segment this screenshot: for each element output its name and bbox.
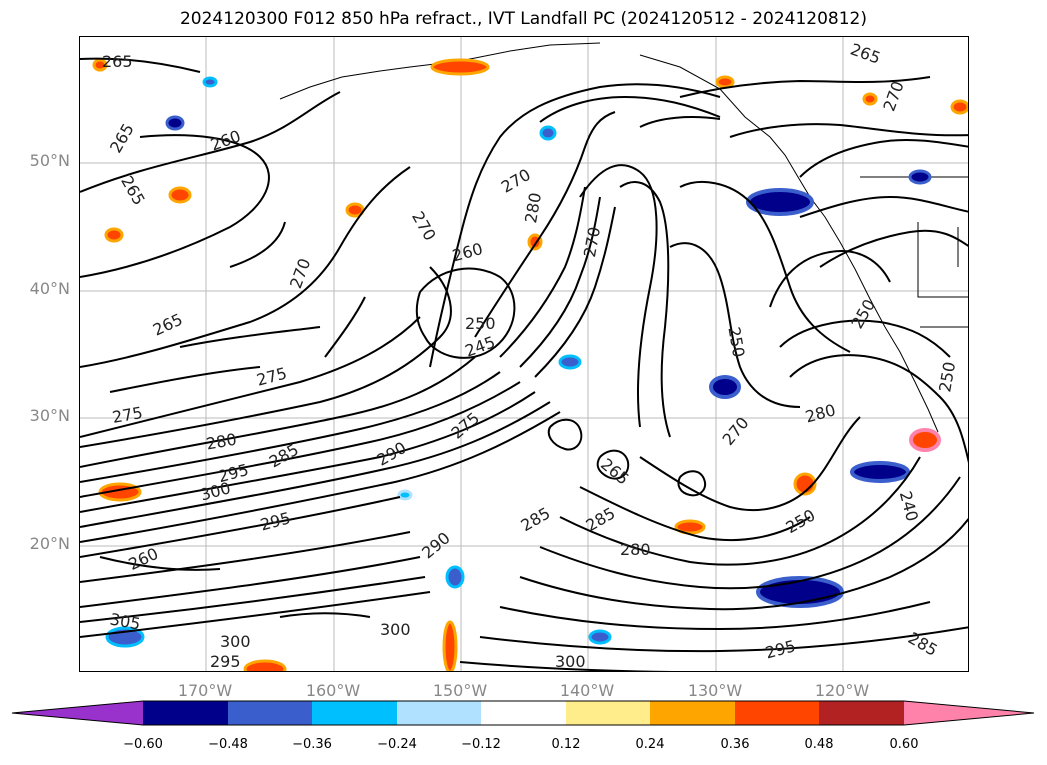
contour-label: 300 — [380, 620, 411, 639]
contour-label: 300 — [220, 632, 251, 651]
contour-label: 295 — [763, 636, 797, 662]
contour-label: 275 — [447, 408, 483, 442]
refractivity-shading — [92, 58, 968, 671]
colorbar-segment — [650, 701, 735, 725]
map-title: 2024120300 F012 850 hPa refract., IVT La… — [179, 9, 867, 29]
colorbar-tick-label: 0.36 — [720, 737, 750, 752]
colorbar-tick-label: 0.60 — [889, 737, 919, 752]
colorbar-segment — [481, 701, 566, 725]
colorbar-tick-label: 0.24 — [635, 737, 665, 752]
lon-label-140w: 140°W — [559, 681, 615, 700]
lon-label-160w: 160°W — [305, 681, 361, 700]
contour-label: 265 — [102, 52, 133, 71]
contour-label: 260 — [208, 126, 243, 154]
lat-label-20n: 20°N — [29, 534, 70, 553]
contour-label: 270 — [580, 225, 604, 258]
colorbar-tick-label: −0.36 — [292, 737, 332, 752]
contour-label: 290 — [418, 528, 454, 562]
contour-label: 270 — [879, 78, 907, 113]
colorbar-segment — [735, 701, 819, 725]
contour-label: 265 — [848, 39, 883, 67]
lat-label-40n: 40°N — [29, 279, 70, 298]
contour-lines — [80, 57, 968, 671]
colorbar-tick-label: 0.48 — [804, 737, 834, 752]
lon-label-170w: 170°W — [177, 681, 233, 700]
contour-label: 285 — [518, 503, 554, 535]
colorbar-tick-label: −0.12 — [461, 737, 501, 752]
colorbar-extend-left — [12, 701, 143, 725]
lon-label-130w: 130°W — [687, 681, 743, 700]
colorbar-segment — [312, 701, 397, 725]
map-panel: 265 265 260 265 270 270 270 265 275 275 … — [79, 36, 969, 672]
colorbar-extend-right — [904, 701, 1034, 725]
contour-label: 250 — [465, 314, 496, 333]
graticule — [80, 37, 968, 671]
colorbar-tick-label: 0.12 — [551, 737, 581, 752]
colorbar-segment — [397, 701, 481, 725]
colorbar-tick-label: −0.60 — [123, 737, 163, 752]
colorbar-tick-label: −0.24 — [377, 737, 417, 752]
colorbar-segment — [228, 701, 312, 725]
contour-label: 250 — [935, 360, 959, 393]
lon-label-150w: 150°W — [432, 681, 488, 700]
contour-labels: 265 265 260 265 270 270 270 265 275 275 … — [102, 39, 959, 671]
contour-label: 270 — [408, 208, 440, 244]
contour-label: 270 — [718, 413, 752, 449]
contour-label: 240 — [896, 489, 922, 523]
contour-label: 295 — [210, 652, 241, 671]
contour-label: 280 — [205, 430, 238, 454]
contour-label: 295 — [258, 508, 292, 534]
contour-label: 275 — [111, 403, 144, 427]
contour-label: 300 — [555, 652, 586, 671]
contour-label: 285 — [266, 440, 302, 472]
lat-label-50n: 50°N — [29, 151, 70, 170]
colorbar-tick-label: −0.48 — [208, 737, 248, 752]
lat-label-30n: 30°N — [29, 406, 70, 425]
contour-label: 250 — [783, 505, 819, 537]
colorbar — [11, 700, 1035, 726]
colorbar-segment — [143, 701, 228, 725]
contour-label: 260 — [450, 239, 484, 265]
contour-label: 265 — [150, 310, 186, 340]
colorbar-segment — [819, 701, 904, 725]
contour-label: 265 — [117, 173, 149, 209]
colorbar-segment — [566, 701, 650, 725]
map-canvas: 265 265 260 265 270 270 270 265 275 275 … — [80, 37, 968, 671]
contour-label: 280 — [803, 400, 837, 426]
contour-label: 280 — [620, 540, 651, 559]
contour-label: 280 — [521, 191, 545, 224]
contour-label: 250 — [724, 325, 748, 358]
contour-label: 245 — [462, 332, 497, 360]
contour-label: 265 — [106, 120, 138, 156]
contour-label: 250 — [847, 296, 879, 332]
lon-label-120w: 120°W — [814, 681, 870, 700]
